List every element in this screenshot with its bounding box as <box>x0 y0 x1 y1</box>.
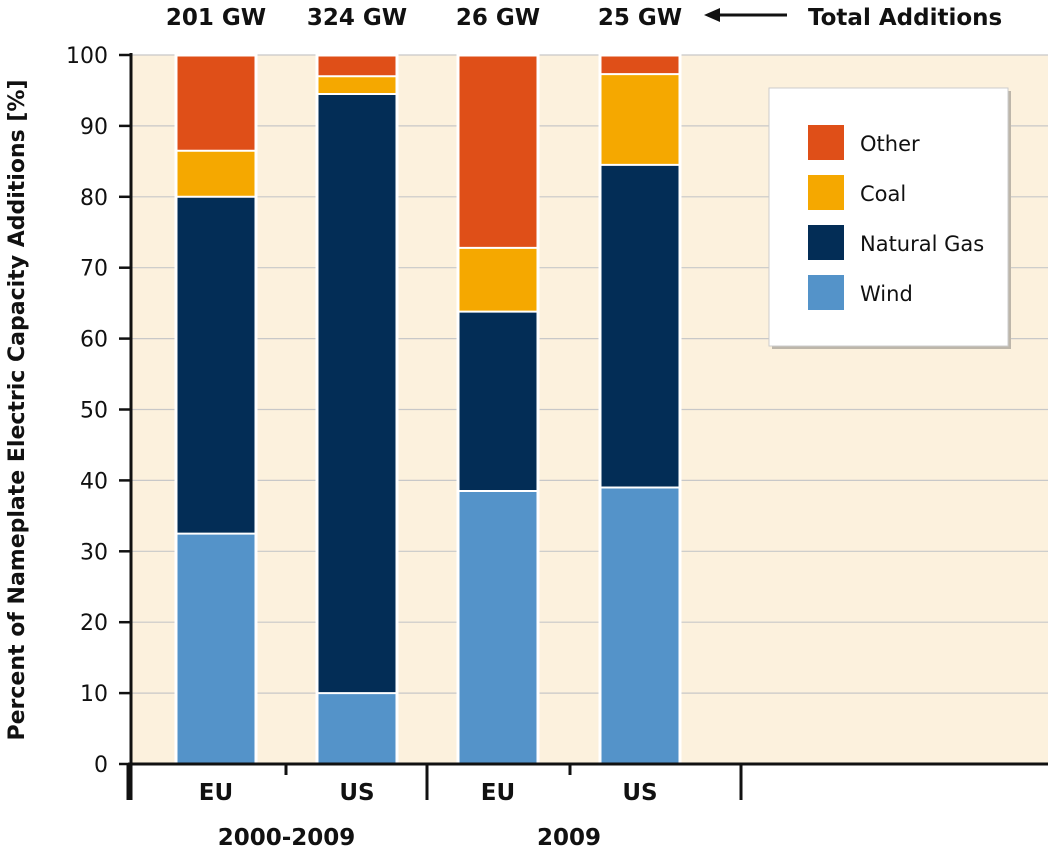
y-tick-label: 80 <box>80 186 108 211</box>
total-labels: 201 GW 324 GW 26 GW 25 GW Total Additions <box>166 5 1002 31</box>
bar-segment-coal <box>458 247 538 312</box>
bar-segment-other <box>176 55 256 151</box>
bar-segment-wind <box>458 491 538 764</box>
category-label: EU <box>199 780 233 806</box>
y-tick-label: 0 <box>94 753 108 778</box>
y-tick-label: 40 <box>80 469 108 494</box>
legend-swatch-other <box>808 125 844 160</box>
legend-label: Wind <box>860 282 913 306</box>
legend: Other Coal Natural Gas Wind <box>768 87 1011 349</box>
y-tick-label: 90 <box>80 115 108 140</box>
bar-segment-wind <box>176 533 256 764</box>
total-label: 25 GW <box>598 5 682 31</box>
total-label: 201 GW <box>166 5 266 31</box>
bar-segment-natural-gas <box>176 196 256 534</box>
category-label: EU <box>481 780 515 806</box>
category-label: US <box>339 780 374 806</box>
category-label: US <box>622 780 657 806</box>
bar-segment-wind <box>317 693 397 764</box>
bar-segment-coal <box>600 74 680 165</box>
total-arrow-head <box>704 8 720 22</box>
bar-segment-wind <box>600 487 680 764</box>
y-tick-label: 10 <box>80 682 108 707</box>
bar-segment-natural-gas <box>600 164 680 488</box>
group-label: 2000-2009 <box>218 825 356 851</box>
y-tick-label: 50 <box>80 399 108 424</box>
y-axis-label: Percent of Nameplate Electric Capacity A… <box>5 80 30 741</box>
legend-swatch-wind <box>808 275 844 310</box>
bar-segment-other <box>458 55 538 248</box>
axes <box>126 53 1048 800</box>
total-label: 26 GW <box>456 5 540 31</box>
category-labels: EU US EU US 2000-2009 2009 <box>199 780 658 851</box>
bar-segment-other <box>317 55 397 77</box>
group-label: 2009 <box>537 825 601 851</box>
bars <box>174 53 682 766</box>
y-tick-label: 60 <box>80 328 108 353</box>
y-tick-label: 30 <box>80 540 108 565</box>
y-tick-label: 100 <box>66 44 108 69</box>
y-tick-labels: 0 10 20 30 40 50 60 70 80 90 100 <box>66 44 131 778</box>
legend-label: Coal <box>860 182 906 206</box>
legend-box <box>768 87 1009 347</box>
legend-swatch-natural-gas <box>808 225 844 260</box>
y-tick-label: 70 <box>80 257 108 282</box>
legend-label: Other <box>860 132 920 156</box>
y-tick-label: 20 <box>80 611 108 636</box>
bar-segment-coal <box>317 76 397 94</box>
bar-segment-natural-gas <box>317 93 397 694</box>
bar-segment-natural-gas <box>458 311 538 492</box>
bar-segment-coal <box>176 150 256 197</box>
legend-label: Natural Gas <box>860 232 984 256</box>
total-label: 324 GW <box>307 5 407 31</box>
legend-swatch-coal <box>808 175 844 210</box>
bar-segment-other <box>600 55 680 75</box>
total-annotation: Total Additions <box>808 5 1002 31</box>
